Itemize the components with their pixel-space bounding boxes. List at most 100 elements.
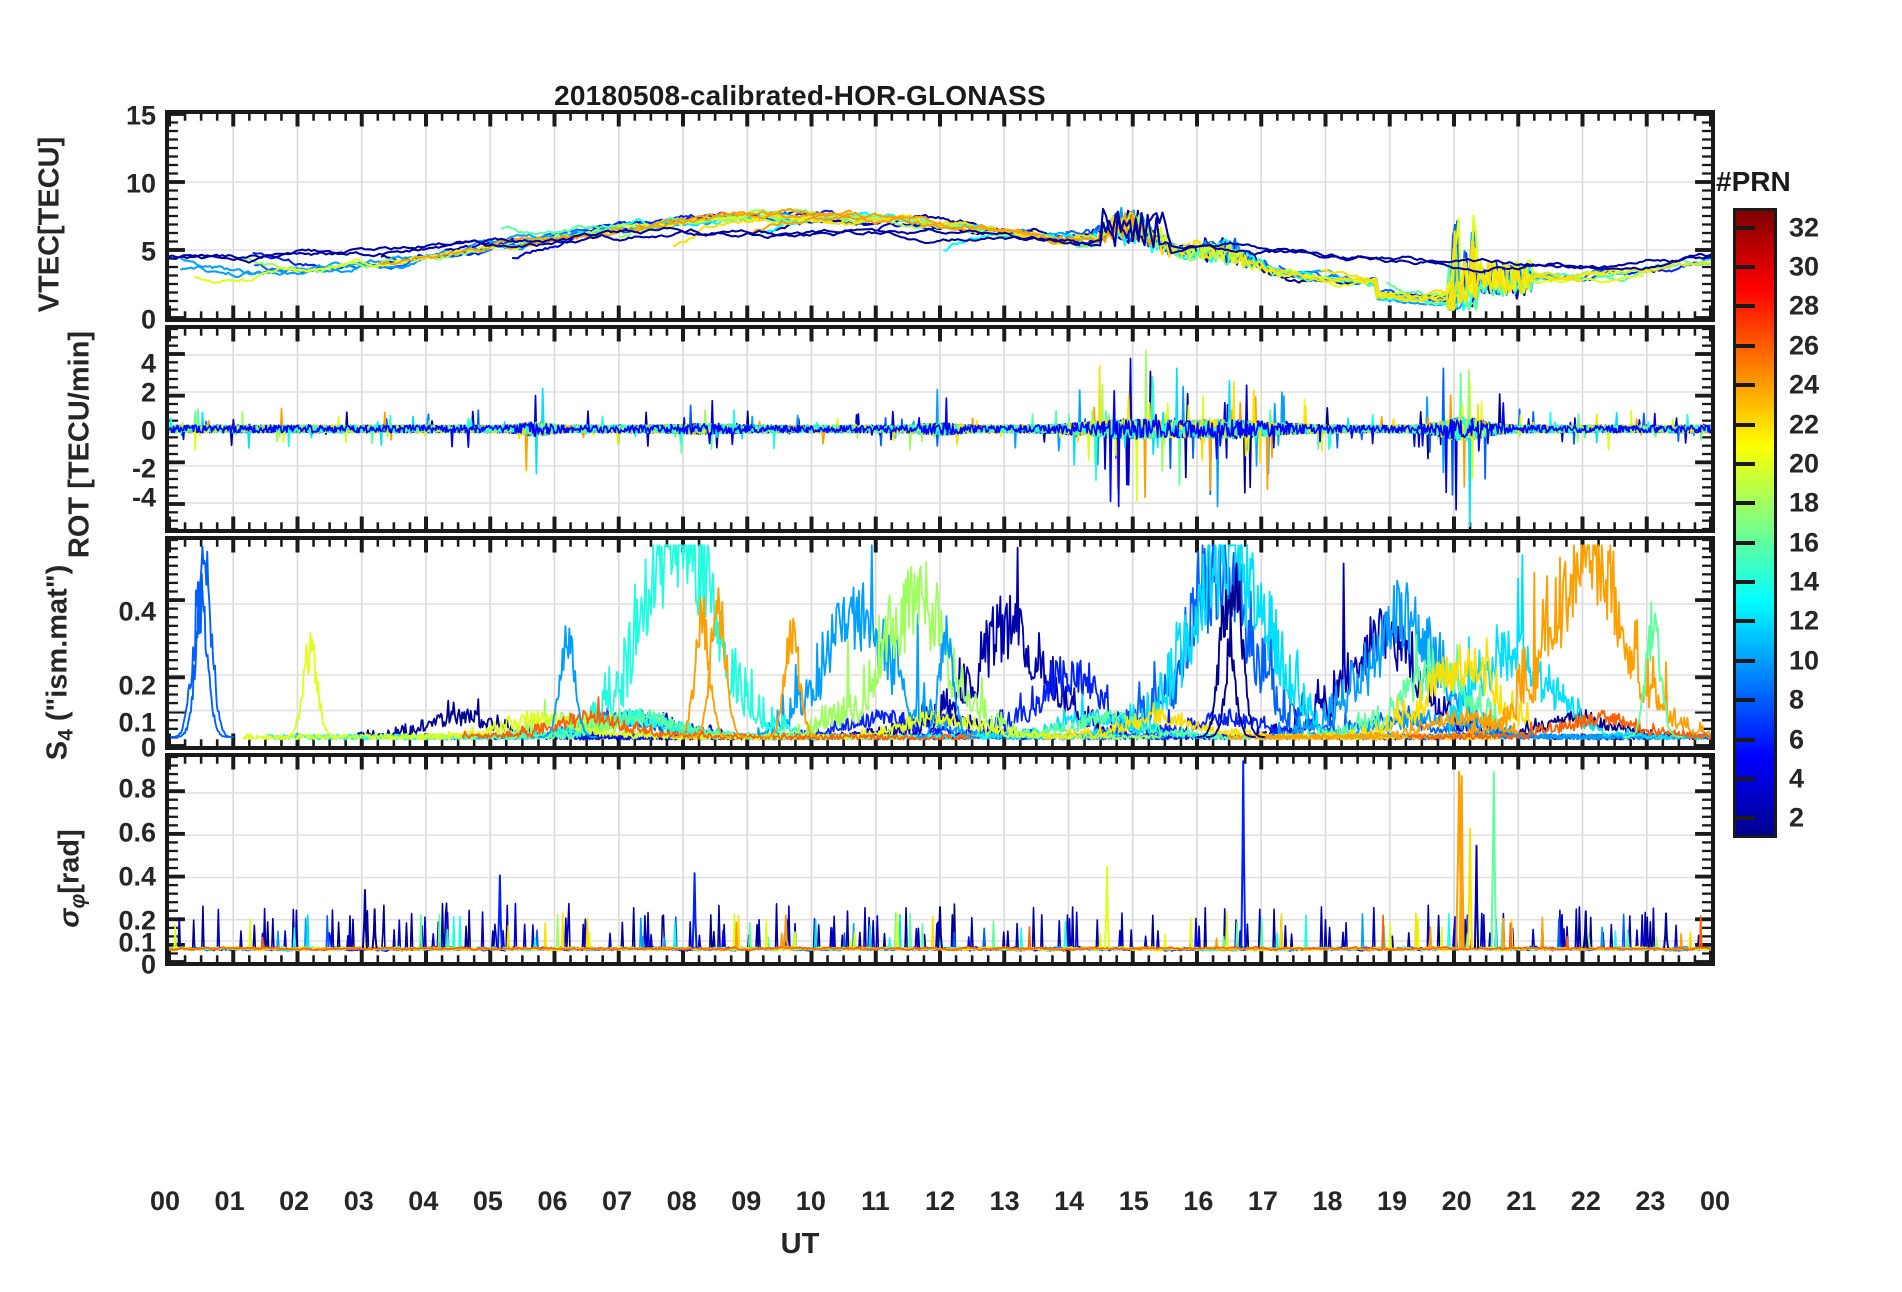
colorbar xyxy=(1733,208,1777,838)
colorbar-tick-26: 26 xyxy=(1789,330,1820,361)
xtick-0: 00 xyxy=(149,1186,181,1216)
xtick-18: 18 xyxy=(1312,1186,1343,1216)
colorbar-tickmark-24 xyxy=(1733,383,1755,388)
xtick-11: 11 xyxy=(861,1186,890,1216)
xtick-13: 13 xyxy=(989,1186,1020,1216)
data-trace xyxy=(461,696,977,741)
panel-rot-plot xyxy=(169,329,1711,529)
data-trace xyxy=(762,617,823,738)
data-trace xyxy=(1104,865,1111,949)
data-trace xyxy=(1320,230,1711,311)
panel-sigma-phi-plot xyxy=(169,757,1711,962)
ytick-rot-1: -2 xyxy=(131,453,156,484)
xtick-3: 03 xyxy=(343,1186,374,1216)
colorbar-tickmark-22 xyxy=(1733,422,1755,427)
data-trace xyxy=(672,596,733,738)
ylabel-s4: S4 ("ism.mat") xyxy=(42,533,79,793)
data-trace xyxy=(937,906,943,949)
xtick-23: 23 xyxy=(1635,1186,1666,1216)
xtick-17: 17 xyxy=(1247,1186,1278,1216)
panel-rot xyxy=(165,325,1715,533)
colorbar-tick-32: 32 xyxy=(1789,212,1820,243)
data-trace xyxy=(860,710,1074,740)
data-trace xyxy=(169,914,1711,952)
colorbar-tickmark-26 xyxy=(1733,343,1755,348)
xtick-8: 08 xyxy=(666,1186,697,1216)
ytick-sphi-4: 0.6 xyxy=(118,817,156,848)
data-trace xyxy=(916,615,977,738)
data-trace xyxy=(1663,912,1669,949)
colorbar-tick-14: 14 xyxy=(1789,566,1820,597)
data-trace xyxy=(1196,589,1256,738)
ytick-sphi-5: 0.8 xyxy=(118,773,156,804)
data-trace xyxy=(169,390,1711,508)
xtick-5: 05 xyxy=(472,1186,503,1216)
xtick-15: 15 xyxy=(1118,1186,1149,1216)
data-trace xyxy=(1297,634,1501,740)
data-trace xyxy=(1007,211,1581,311)
data-trace xyxy=(1152,226,1644,311)
colorbar-tickmark-10 xyxy=(1733,658,1755,663)
ytick-s4-3: 0.4 xyxy=(118,596,156,627)
ytick-s4-0: 0 xyxy=(140,732,156,763)
xtick-22: 22 xyxy=(1570,1186,1601,1216)
data-trace xyxy=(1267,214,1653,303)
ytick-s4-1: 0.1 xyxy=(118,707,156,738)
ylabel-s4-subscript: 4 xyxy=(54,729,78,741)
colorbar-tick-24: 24 xyxy=(1789,369,1820,400)
xtick-4: 04 xyxy=(408,1186,439,1216)
colorbar-tickmark-6 xyxy=(1733,737,1755,742)
data-trace xyxy=(1473,844,1480,949)
ytick-sphi-0: 0 xyxy=(140,949,156,980)
ytick-s4-2: 0.2 xyxy=(118,670,156,701)
ytick-sphi-1: 0.1 xyxy=(118,927,156,958)
colorbar-tickmark-30 xyxy=(1733,265,1755,270)
ytick-rot-3: 2 xyxy=(140,377,156,408)
ylabel-s4-main: S xyxy=(41,740,74,761)
xtick-6: 06 xyxy=(537,1186,568,1216)
colorbar-tickmark-16 xyxy=(1733,540,1755,545)
x-axis-label: UT xyxy=(780,1228,820,1260)
colorbar-tick-4: 4 xyxy=(1789,763,1805,794)
xtick-14: 14 xyxy=(1054,1186,1085,1216)
colorbar-tick-20: 20 xyxy=(1789,448,1820,479)
colorbar-tick-22: 22 xyxy=(1789,409,1820,440)
xtick-2: 02 xyxy=(279,1186,310,1216)
colorbar-tickmark-12 xyxy=(1733,619,1755,624)
colorbar-tickmark-8 xyxy=(1733,698,1755,703)
data-trace xyxy=(1275,579,1613,741)
ytick-sphi-2: 0.2 xyxy=(118,905,156,936)
ytick-sphi-3: 0.4 xyxy=(118,861,156,892)
colorbar-tickmark-20 xyxy=(1733,461,1755,466)
ytick-vtec-1: 5 xyxy=(140,236,156,267)
data-trace xyxy=(1467,827,1474,949)
colorbar-tickmark-4 xyxy=(1733,776,1755,781)
data-trace xyxy=(371,908,378,949)
xtick-12: 12 xyxy=(924,1186,956,1216)
ytick-rot-4: 4 xyxy=(140,348,156,379)
xtick-16: 16 xyxy=(1183,1186,1214,1216)
x-axis-ticks: 00 01 02 03 04 05 06 07 08 09 10 11 12 13 14 15 16 17 18 19… xyxy=(0,1186,1902,1226)
data-trace xyxy=(361,889,368,949)
panel-sigma-phi xyxy=(165,753,1715,966)
ytick-rot-0: -4 xyxy=(131,482,156,513)
panel-vtec xyxy=(165,110,1715,322)
data-trace xyxy=(1447,553,1711,741)
data-trace xyxy=(495,707,737,741)
ytick-vtec-2: 10 xyxy=(125,168,156,199)
colorbar-tick-2: 2 xyxy=(1789,802,1805,833)
colorbar-tickmark-2 xyxy=(1733,816,1755,821)
data-trace xyxy=(174,545,235,738)
ylabel-sphi-main: σ xyxy=(53,908,86,928)
data-trace xyxy=(537,625,598,738)
data-trace xyxy=(280,632,341,738)
xtick-19: 19 xyxy=(1377,1186,1408,1216)
xtick-24: 00 xyxy=(1699,1186,1731,1216)
colorbar-tick-30: 30 xyxy=(1789,251,1820,282)
data-trace xyxy=(1490,770,1498,949)
ylabel-sphi-subscript: φ xyxy=(66,893,90,909)
ytick-rot-2: 0 xyxy=(140,415,156,446)
data-trace xyxy=(312,544,825,741)
data-trace xyxy=(1582,910,1589,949)
